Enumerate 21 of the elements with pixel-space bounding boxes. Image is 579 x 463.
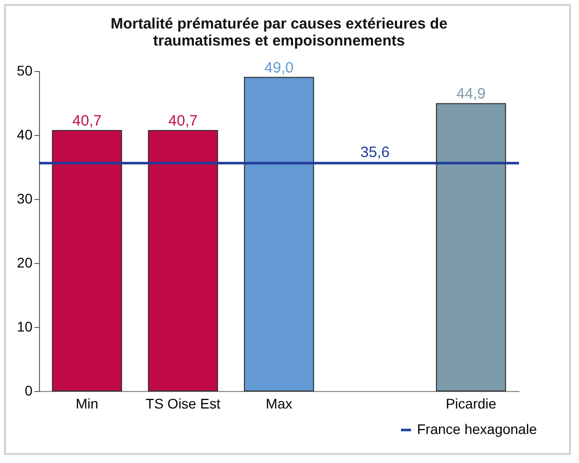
bar xyxy=(436,103,506,392)
data-label: 49,0 xyxy=(264,59,294,76)
bar xyxy=(244,76,314,392)
legend-label: France hexagonale xyxy=(417,421,538,437)
bar xyxy=(52,130,122,392)
annotation: 35,6 xyxy=(360,144,390,162)
y-tick-label: 50 xyxy=(16,62,33,78)
y-tick-label: 0 xyxy=(24,382,33,398)
x-tick-label: Max xyxy=(266,396,292,412)
x-tick-label: TS Oise Est xyxy=(146,396,220,412)
bar xyxy=(148,130,218,392)
x-tick-label: Min xyxy=(76,396,98,412)
data-label: 44,9 xyxy=(456,86,486,103)
y-tick-label: 30 xyxy=(16,190,33,206)
y-tick-label: 20 xyxy=(16,254,33,270)
y-tick-label: 10 xyxy=(16,318,33,334)
x-tick-label: Picardie xyxy=(446,396,496,412)
data-label: 40,7 xyxy=(168,112,198,130)
data-label: 40,7 xyxy=(72,112,102,130)
y-tick-label: 40 xyxy=(16,126,33,142)
chart-title: Mortalité prématurée par causes extérieures de traumatismes et empoisonnements xyxy=(110,15,448,50)
